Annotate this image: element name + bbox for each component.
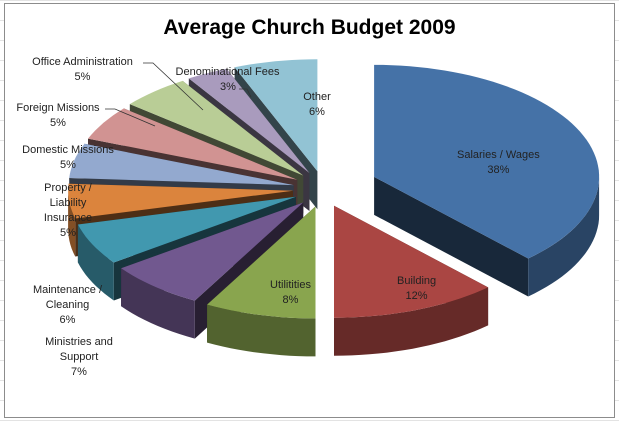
slice-side-face [374, 176, 529, 297]
slice-utilitities[interactable] [207, 206, 316, 357]
slice-top-face [334, 205, 489, 318]
slice-top-face [188, 68, 310, 173]
slice-outer-wall [334, 287, 489, 356]
slice-salaries-wages[interactable] [374, 64, 600, 297]
pie-chart [68, 59, 600, 357]
leader-line-denominational-fees [239, 88, 252, 98]
slice-outer-wall [77, 224, 114, 301]
slice-top-face [374, 64, 600, 259]
slice-top-face [121, 202, 304, 301]
label-ministries: Ministries and Support 7% [45, 336, 113, 378]
slice-outer-wall [68, 190, 76, 257]
label-denominational-fees: Denominational Fees 3% [175, 66, 280, 93]
slice-top-face [69, 143, 294, 186]
label-maintenance: Maintenance / Cleaning 6% [32, 284, 103, 326]
chart-area: Average Church Budget 2009 Salaries / Wa… [4, 3, 615, 418]
label-building: Building 12% [397, 275, 437, 302]
label-utilities: Utilitities 8% [270, 279, 311, 306]
label-domestic-missions: Domestic Missions 5% [22, 144, 114, 171]
slice-top-face [77, 196, 296, 263]
slice-top-face [234, 59, 318, 172]
slice-building[interactable] [334, 205, 489, 356]
label-other: Other 6% [303, 91, 331, 118]
slice-outer-wall [207, 304, 316, 357]
leader-line-office-administration [143, 62, 204, 111]
slice-outer-wall [528, 176, 600, 297]
slice-top-face [207, 206, 316, 319]
label-office-administration: Office Administration 5% [32, 56, 133, 83]
leader-lines [105, 62, 252, 127]
slice-top-face [68, 183, 294, 219]
slice-outer-wall [121, 268, 195, 339]
label-property: Property / Liability Insurance 5% [43, 182, 93, 239]
label-foreign-missions: Foreign Missions 5% [16, 102, 100, 129]
slice-top-face [88, 108, 298, 180]
leader-line-foreign-missions [105, 108, 156, 127]
chart-title: Average Church Budget 2009 [163, 16, 456, 39]
label-salaries: Salaries / Wages 38% [457, 149, 540, 176]
slice-top-face [129, 80, 304, 176]
